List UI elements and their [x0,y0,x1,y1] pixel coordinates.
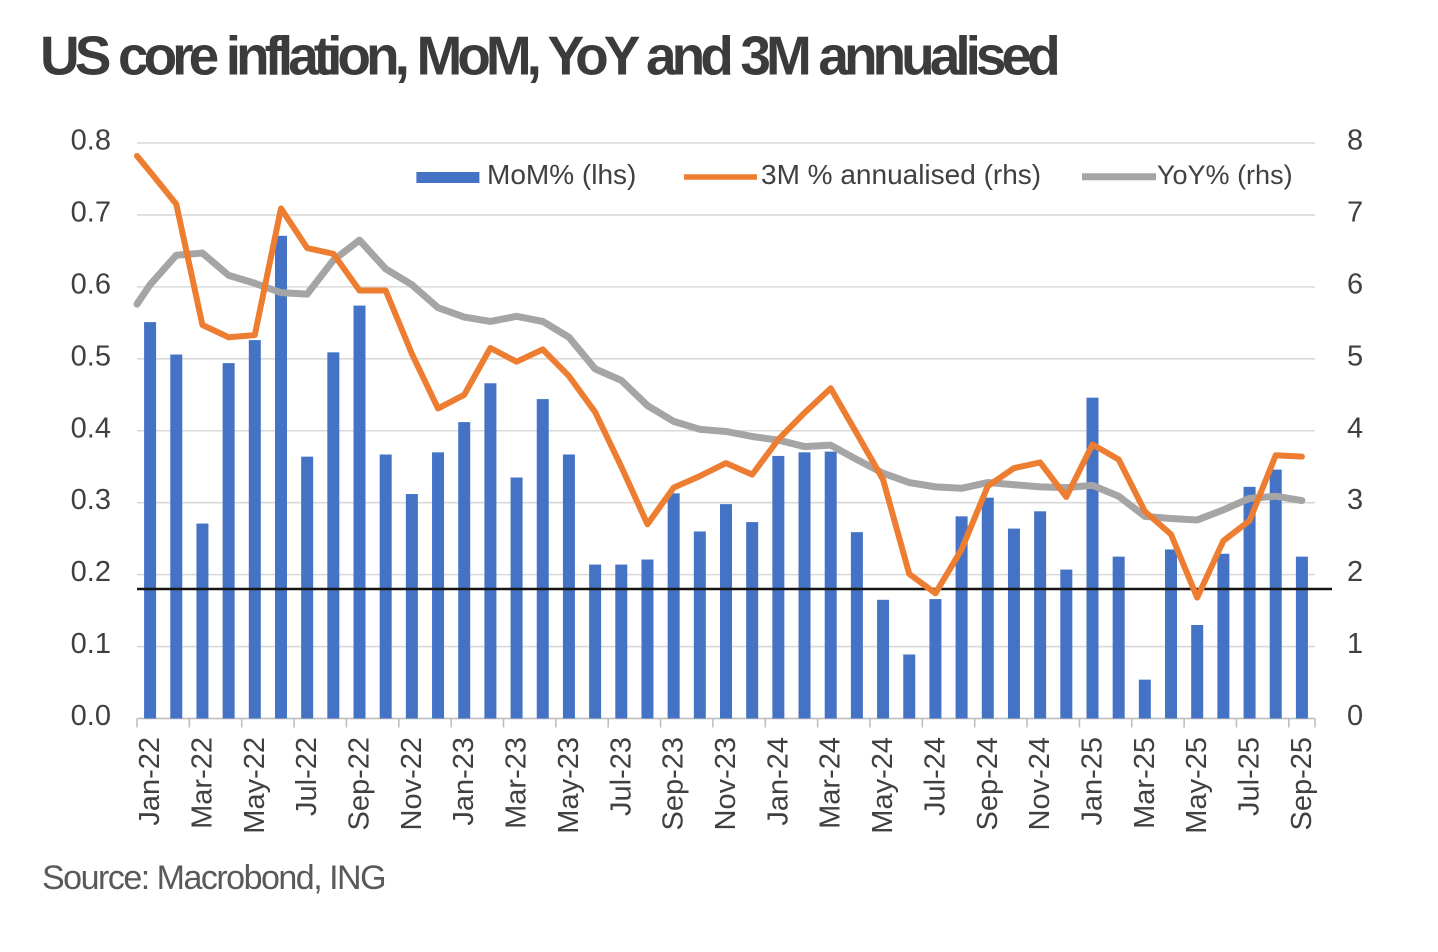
svg-text:Jul-23: Jul-23 [605,737,637,816]
svg-text:Jan-23: Jan-23 [448,737,480,826]
svg-text:Nov-24: Nov-24 [1024,737,1056,831]
svg-text:Jul-24: Jul-24 [919,737,951,816]
svg-text:4: 4 [1347,412,1363,444]
svg-text:7: 7 [1347,196,1363,228]
svg-text:Source: Macrobond, ING: Source: Macrobond, ING [42,859,385,897]
svg-text:3M % annualised (rhs): 3M % annualised (rhs) [761,159,1041,190]
svg-text:Sep-22: Sep-22 [344,737,376,831]
svg-text:0.4: 0.4 [71,412,111,444]
svg-text:2: 2 [1347,556,1363,588]
svg-text:Jul-25: Jul-25 [1234,737,1266,816]
svg-text:5: 5 [1347,340,1363,372]
svg-text:Mar-25: Mar-25 [1129,737,1161,829]
svg-text:6: 6 [1347,268,1363,300]
svg-text:3: 3 [1347,484,1363,516]
svg-text:0: 0 [1347,700,1363,732]
svg-text:US core inflation, MoM, YoY an: US core inflation, MoM, YoY and 3M annua… [40,25,1057,87]
svg-text:May-24: May-24 [867,737,899,834]
svg-text:Sep-23: Sep-23 [658,737,690,831]
svg-text:Jul-22: Jul-22 [291,737,323,816]
svg-text:0.7: 0.7 [71,196,111,228]
svg-text:Nov-23: Nov-23 [710,737,742,831]
svg-text:Jan-22: Jan-22 [134,737,166,826]
svg-text:Sep-25: Sep-25 [1286,737,1318,831]
svg-text:0.2: 0.2 [71,556,111,588]
svg-text:Mar-24: Mar-24 [815,737,847,829]
svg-text:Nov-22: Nov-22 [396,737,428,831]
svg-text:0.1: 0.1 [71,628,111,660]
svg-text:0.8: 0.8 [71,125,111,157]
svg-text:0.5: 0.5 [71,340,111,372]
svg-text:Sep-24: Sep-24 [972,737,1004,831]
svg-text:8: 8 [1347,125,1363,157]
svg-text:0.3: 0.3 [71,484,111,516]
svg-text:MoM% (lhs): MoM% (lhs) [487,159,636,190]
svg-text:0.6: 0.6 [71,268,111,300]
svg-text:Jan-25: Jan-25 [1076,737,1108,826]
svg-text:Mar-23: Mar-23 [501,737,533,829]
svg-text:Mar-22: Mar-22 [186,737,218,829]
svg-text:Jan-24: Jan-24 [762,737,794,826]
svg-text:YoY% (rhs): YoY% (rhs) [1157,160,1293,190]
svg-text:May-23: May-23 [553,737,585,834]
svg-text:0.0: 0.0 [71,700,111,732]
svg-text:May-22: May-22 [239,737,271,834]
svg-text:May-25: May-25 [1181,737,1213,834]
svg-text:1: 1 [1347,628,1363,660]
